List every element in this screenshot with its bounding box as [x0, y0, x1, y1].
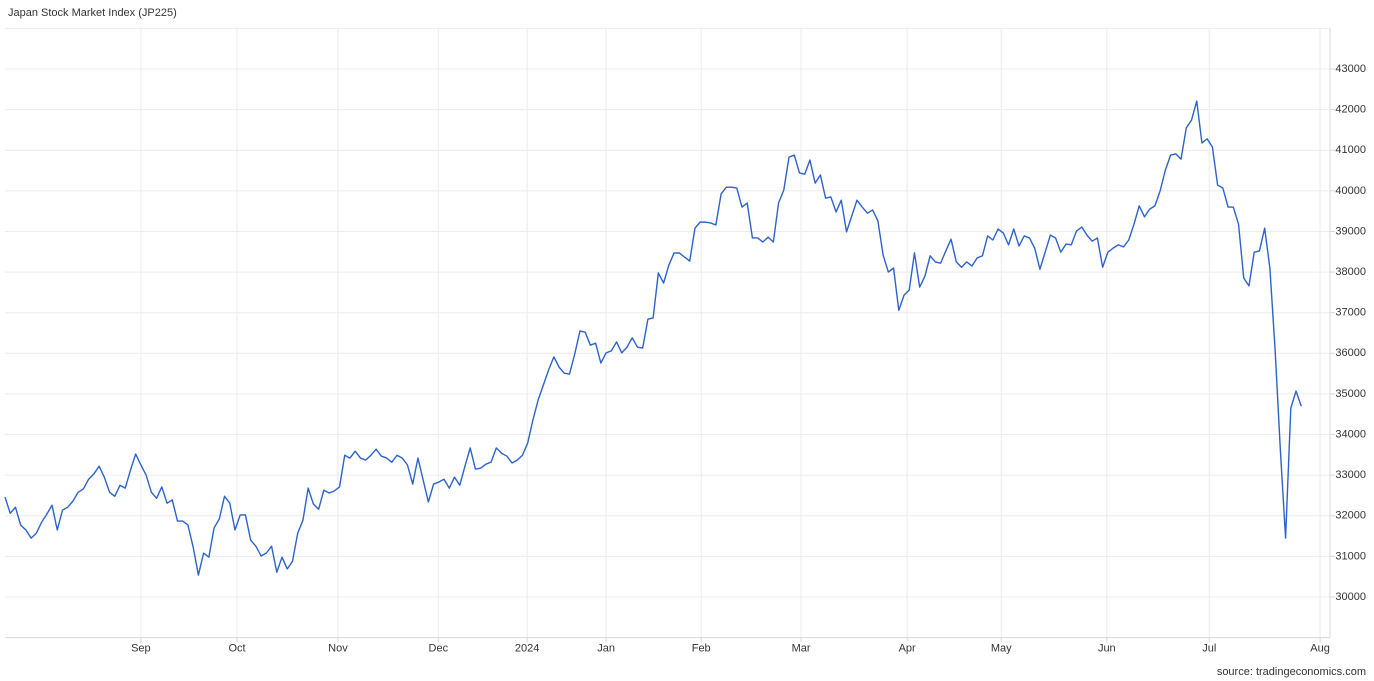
y-tick-label: 43000 [1335, 63, 1366, 75]
x-tick-label: Jan [597, 643, 615, 655]
x-tick-label: Feb [692, 643, 711, 655]
y-tick-label: 40000 [1335, 185, 1366, 197]
x-tick-label: May [991, 643, 1012, 655]
price-line [4, 100, 1302, 576]
y-tick-label: 39000 [1335, 225, 1366, 237]
x-tick-label: Sep [131, 643, 151, 655]
y-tick-label: 37000 [1335, 307, 1366, 319]
y-tick-label: 32000 [1335, 510, 1366, 522]
y-tick-label: 31000 [1335, 550, 1366, 562]
x-tick-label: Oct [229, 643, 246, 655]
x-tick-label: 2024 [515, 643, 539, 655]
y-tick-label: 38000 [1335, 266, 1366, 278]
x-tick-label: Jun [1098, 643, 1116, 655]
y-tick-label: 30000 [1335, 591, 1366, 603]
y-tick-label: 36000 [1335, 347, 1366, 359]
x-tick-label: Apr [899, 643, 916, 655]
x-tick-label: Mar [792, 643, 811, 655]
y-tick-label: 42000 [1335, 104, 1366, 116]
y-tick-label: 33000 [1335, 469, 1366, 481]
y-tick-label: 35000 [1335, 388, 1366, 400]
x-tick-label: Dec [429, 643, 449, 655]
chart-title: Japan Stock Market Index (JP225) [8, 7, 177, 19]
x-tick-label: Nov [328, 643, 348, 655]
y-tick-label: 41000 [1335, 144, 1366, 156]
x-tick-label: Jul [1202, 643, 1216, 655]
x-tick-label: Aug [1310, 643, 1330, 655]
y-tick-label: 34000 [1335, 428, 1366, 440]
source-note: source: tradingeconomics.com [1217, 666, 1366, 678]
